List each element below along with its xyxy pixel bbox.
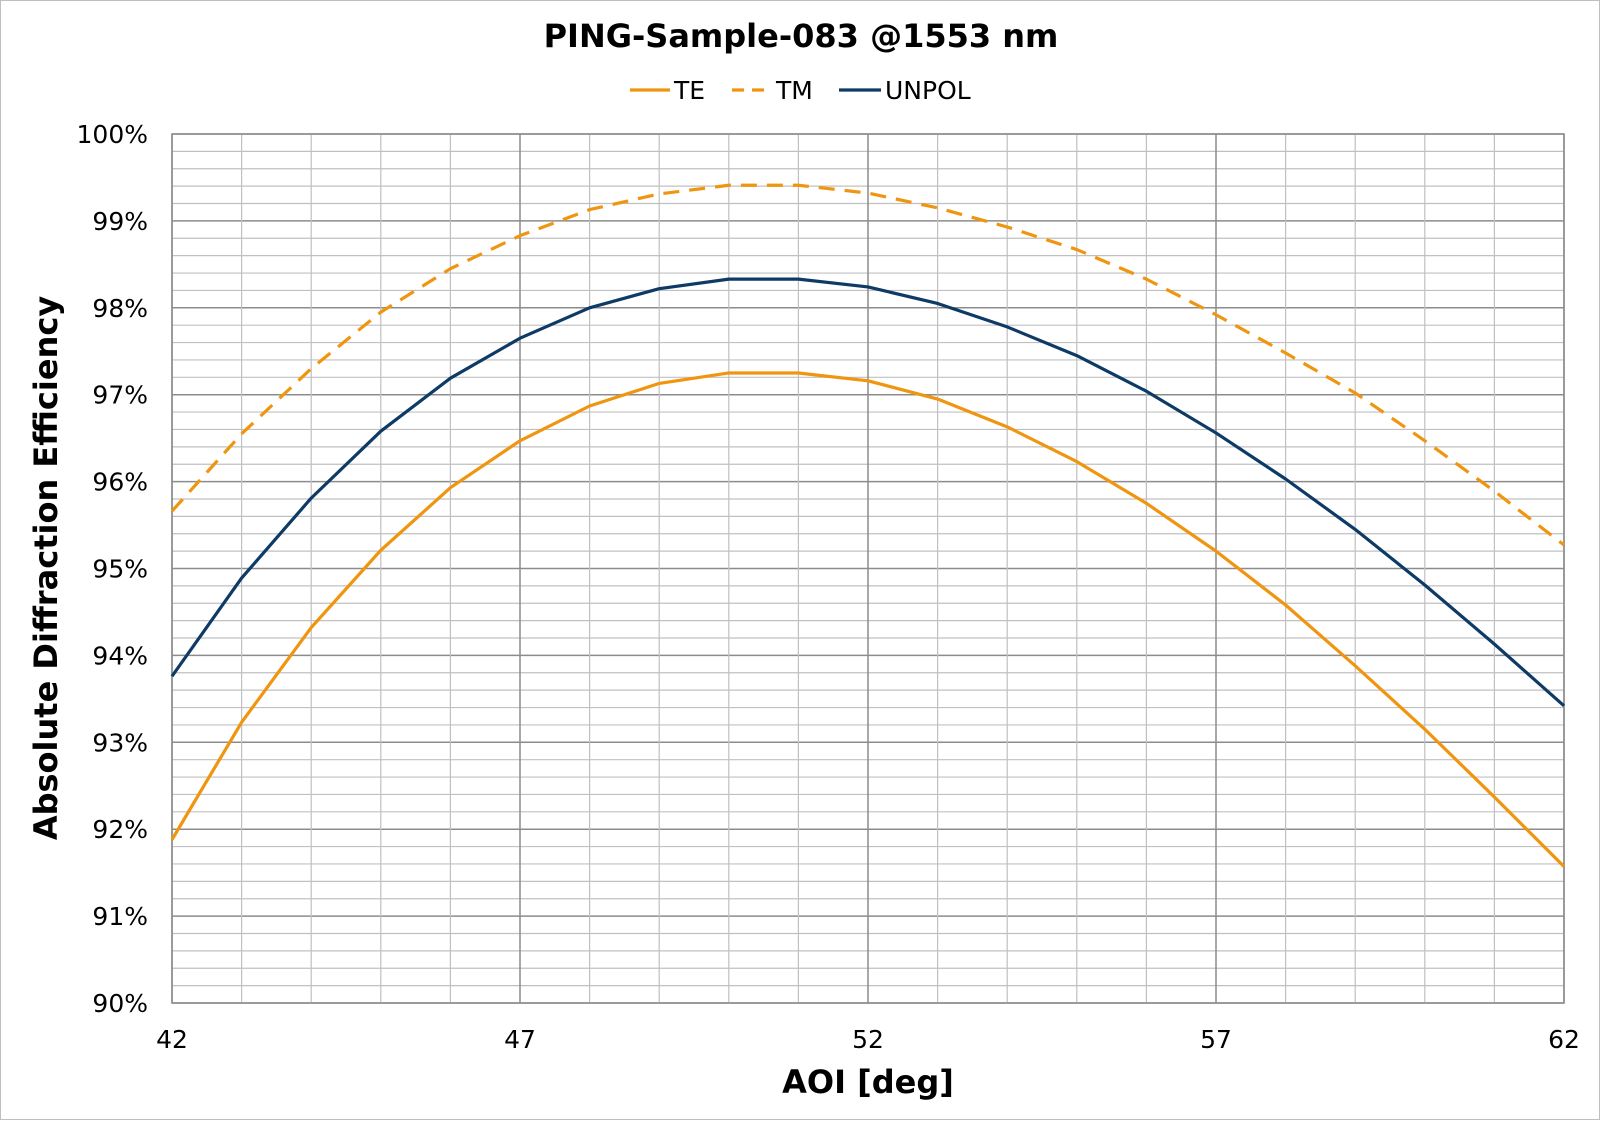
y-axis-label: Absolute Diffraction Efficiency [27,296,65,841]
y-tick-label: 100% [77,120,148,149]
y-tick-label: 93% [92,728,148,757]
y-tick-label: 94% [92,641,148,670]
x-tick-label: 52 [852,1025,884,1054]
chart-title: PING-Sample-083 @1553 nm [544,17,1059,55]
y-tick-label: 98% [92,294,148,323]
grid [172,134,1564,1003]
y-tick-label: 90% [92,989,148,1018]
y-tick-label: 95% [92,555,148,584]
legend-label-tm: TM [775,76,813,105]
axes: 90% 91% 92% 93% 94% 95% 96% 97% 98% 99% 100% 42 47 52… [77,120,1580,1054]
legend-label-unpol: UNPOL [885,76,971,105]
x-tick-label: 57 [1200,1025,1232,1054]
x-axis-label: AOI [deg] [782,1063,954,1101]
x-tick-label: 62 [1548,1025,1580,1054]
y-tick-label: 97% [92,381,148,410]
y-tick-label: 99% [92,207,148,236]
y-tick-label: 92% [92,815,148,844]
x-tick-label: 42 [156,1025,188,1054]
x-tick-label: 47 [504,1025,536,1054]
legend: TE TM UNPOL [630,76,971,105]
y-tick-label: 91% [92,902,148,931]
legend-label-te: TE [673,76,705,105]
y-tick-label: 96% [92,468,148,497]
